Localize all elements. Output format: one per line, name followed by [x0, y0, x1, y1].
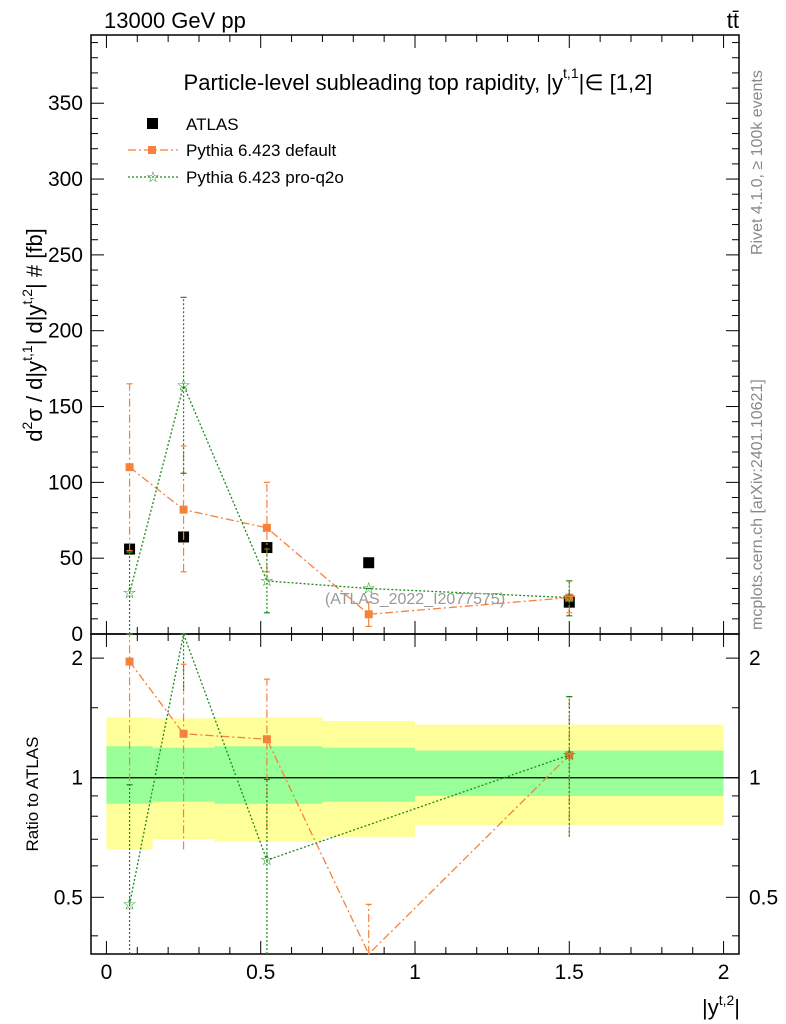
- data-point-ratio: ☆: [122, 896, 136, 913]
- data-point-main: ☆: [122, 585, 136, 602]
- x-axis-label: |yt,2|: [702, 992, 740, 1020]
- data-point-main: ☆: [562, 590, 576, 607]
- y-tick-label: 350: [48, 92, 83, 115]
- ratio-tick-label: 2: [71, 647, 83, 670]
- plot-title-sup: t,1: [563, 65, 579, 81]
- data-point-main: [125, 463, 134, 472]
- energy-label: 13000 GeV pp: [104, 8, 246, 33]
- y-tick-label: 50: [60, 547, 83, 570]
- rivet-label: Rivet 4.1.0, ≥ 100k events: [749, 70, 766, 255]
- plot-title: Particle-level subleading top rapidity, …: [184, 65, 653, 95]
- x-tick-label: 2: [718, 961, 730, 984]
- series-layer: ☆ ☆ ☆ ☆ ☆ ☆ ☆ ☆: [122, 296, 576, 956]
- data-point-main: [179, 505, 188, 514]
- legend-label-atlas: ATLAS: [186, 115, 239, 134]
- process-label: tt̄: [727, 8, 739, 33]
- analysis-watermark: (ATLAS_2022_I2077575): [325, 591, 505, 608]
- legend-marker-atlas: [147, 118, 158, 129]
- data-point-main: ☆: [362, 581, 376, 598]
- ratio-tick-label-right: 1: [749, 767, 761, 790]
- data-point-main: [262, 523, 271, 532]
- data-point-main: [565, 593, 574, 602]
- legend: ATLAS Pythia 6.423 default ☆ Pythia 6.42…: [128, 115, 344, 187]
- plot-title-tail: |∈ [1,2]: [579, 70, 653, 95]
- data-point-ratio: [179, 729, 188, 738]
- data-point-main: [364, 610, 373, 619]
- y-tick-label: 100: [48, 471, 83, 494]
- ratio-tick-label: 1: [71, 767, 83, 790]
- series-2: [126, 296, 573, 954]
- ratio-y-axis-label: Ratio to ATLAS: [23, 737, 42, 852]
- data-point-ratio: [262, 735, 271, 744]
- series-line-main-1: [129, 466, 570, 615]
- series-line-ratio-1: [129, 661, 570, 956]
- x-tick-label: 1: [409, 961, 421, 984]
- series-1: [126, 383, 573, 956]
- y-axis-label: d2σ / d|yt,1| d|yt,2| # [fb]: [19, 228, 47, 442]
- ratio-tick-label-right: 2: [749, 647, 761, 670]
- series-line-ratio-2: [128, 631, 570, 905]
- y-tick-label: 200: [48, 320, 83, 343]
- data-point-main: ☆: [176, 377, 190, 394]
- data-point-ratio: ☆: [260, 852, 274, 869]
- data-point-main: [261, 542, 273, 554]
- data-point-ratio: ☆: [562, 747, 576, 764]
- data-point-main: [363, 557, 375, 569]
- y-tick-label: 150: [48, 396, 83, 419]
- ratio-tick-label-right: 0.5: [749, 886, 778, 909]
- y-tick-label: 300: [48, 168, 83, 191]
- x-tick-label: 0.5: [246, 961, 275, 984]
- ratio-tick-label: 0.5: [54, 886, 83, 909]
- y-tick-label: 0: [71, 623, 83, 646]
- band-inner-bin-3: [322, 747, 415, 802]
- y-tick-label: 250: [48, 244, 83, 267]
- legend-marker-proq2o: ☆: [146, 169, 159, 186]
- band-inner-bin-2: [214, 746, 323, 804]
- x-tick-label: 1.5: [555, 961, 584, 984]
- legend-marker-default: [148, 146, 156, 154]
- mcplots-label: mcplots.cern.ch [arXiv:2401.10621]: [749, 379, 766, 630]
- series-line-main-2: [128, 383, 570, 599]
- data-point-ratio: [125, 657, 134, 666]
- legend-label-proq2o: Pythia 6.423 pro-q2o: [186, 168, 344, 187]
- data-point-main: ☆: [260, 573, 274, 590]
- legend-label-default: Pythia 6.423 default: [186, 141, 337, 160]
- x-tick-label: 0: [101, 961, 113, 984]
- ratio-bands: [91, 717, 739, 850]
